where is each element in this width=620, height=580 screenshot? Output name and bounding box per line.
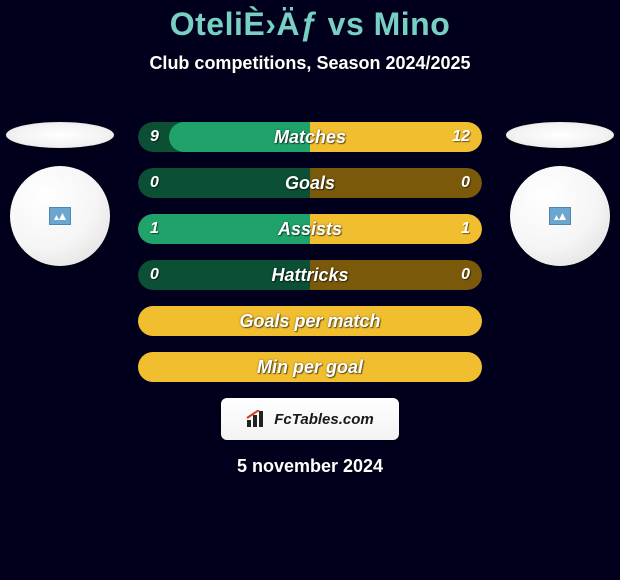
stat-bars: Matches912 Goals00 Assists11 Hattricks00 Goa…	[138, 122, 482, 382]
stat-bar-left-base	[138, 214, 310, 244]
player-placeholder-icon	[49, 207, 71, 225]
stat-bar-left-base	[138, 168, 310, 198]
stat-bar-right-fill	[310, 214, 482, 244]
brand-text: FcTables.com	[274, 411, 373, 428]
stat-bar-right-base	[310, 168, 482, 198]
bar-chart-icon	[246, 410, 268, 428]
player-right-circle	[510, 166, 610, 266]
player-right-badge	[506, 122, 614, 266]
brand-strip: FcTables.com	[221, 398, 399, 440]
player-placeholder-icon	[549, 207, 571, 225]
stat-bar-right-base	[310, 260, 482, 290]
stat-label: Goals per match	[138, 306, 482, 336]
stat-bar-right-base	[310, 122, 482, 152]
stat-row: Goals per match	[138, 306, 482, 336]
stat-row: Hattricks00	[138, 260, 482, 290]
stat-bar-left-fill	[138, 214, 310, 244]
stat-bar-left-base	[138, 122, 310, 152]
stat-bar-left-base	[138, 260, 310, 290]
player-right-ellipse	[506, 122, 614, 148]
stat-bar-left-fill	[169, 122, 310, 152]
stat-bar-right-base	[310, 214, 482, 244]
stat-label: Min per goal	[138, 352, 482, 382]
stat-bar-right-fill	[310, 122, 482, 152]
stat-row: Min per goal	[138, 352, 482, 382]
stat-row: Assists11	[138, 214, 482, 244]
player-left-badge	[6, 122, 114, 266]
stat-row: Goals00	[138, 168, 482, 198]
player-left-circle	[10, 166, 110, 266]
page-title: OteliÈ›Äƒ vs Mino	[0, 0, 620, 43]
page-subtitle: Club competitions, Season 2024/2025	[0, 53, 620, 74]
player-left-ellipse	[6, 122, 114, 148]
footer-date: 5 november 2024	[0, 456, 620, 477]
comparison-area: Matches912 Goals00 Assists11 Hattricks00 Goa…	[0, 122, 620, 382]
stat-row: Matches912	[138, 122, 482, 152]
